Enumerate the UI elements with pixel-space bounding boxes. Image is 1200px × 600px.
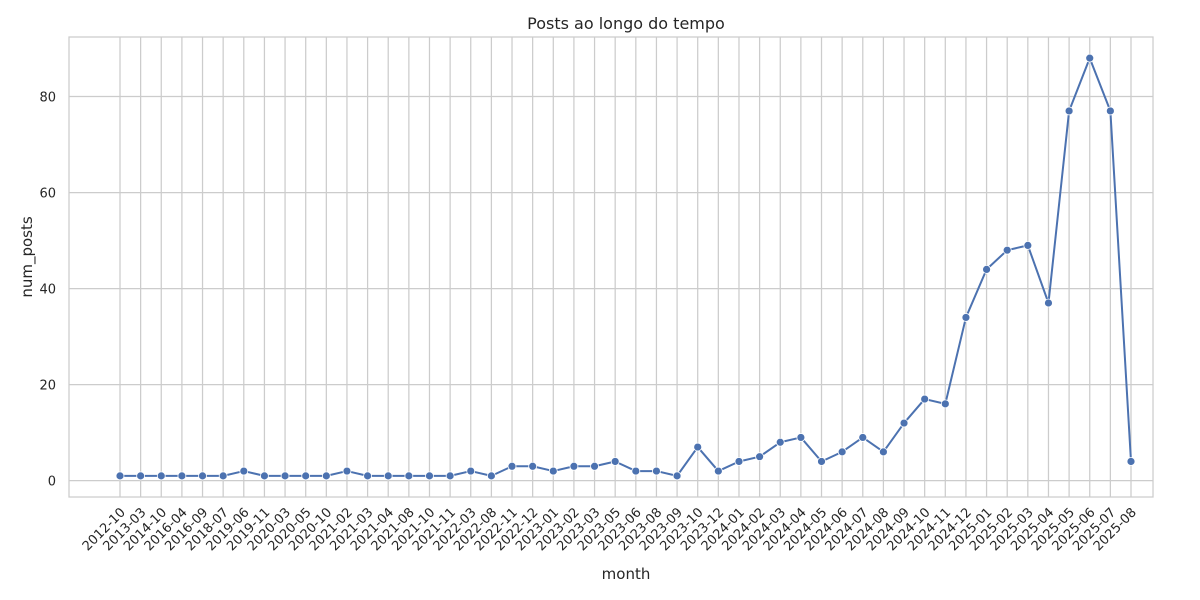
data-point bbox=[837, 447, 847, 457]
y-tick-label: 40 bbox=[39, 283, 56, 298]
data-point bbox=[383, 471, 393, 481]
data-point bbox=[239, 466, 249, 476]
data-point bbox=[466, 466, 476, 476]
data-point bbox=[218, 471, 228, 481]
data-point bbox=[507, 461, 517, 471]
data-point bbox=[1105, 106, 1115, 116]
data-point bbox=[631, 466, 641, 476]
data-point bbox=[1085, 53, 1095, 63]
data-point bbox=[982, 265, 991, 274]
data-point bbox=[590, 461, 599, 471]
data-point bbox=[713, 466, 723, 476]
data-point bbox=[260, 471, 269, 481]
data-point bbox=[1126, 457, 1136, 466]
data-point bbox=[363, 471, 372, 481]
data-point bbox=[899, 418, 909, 428]
data-point bbox=[1002, 245, 1012, 255]
data-point bbox=[1044, 298, 1053, 308]
x-axis-label: month bbox=[602, 565, 651, 583]
data-point bbox=[920, 394, 930, 404]
data-point bbox=[879, 447, 888, 457]
y-tick-label: 60 bbox=[39, 187, 56, 202]
data-point bbox=[445, 471, 455, 481]
data-point bbox=[734, 457, 744, 466]
data-point bbox=[136, 471, 146, 481]
data-point bbox=[321, 471, 331, 481]
plot-frame bbox=[68, 36, 1154, 498]
data-point bbox=[548, 466, 558, 476]
data-point bbox=[280, 471, 290, 481]
x-tick-labels: 2012-102013-032014-102016-042016-092018-… bbox=[80, 505, 1140, 554]
data-point bbox=[115, 471, 125, 481]
y-axis-label: num_posts bbox=[18, 216, 37, 298]
data-point bbox=[198, 471, 207, 481]
data-point bbox=[301, 471, 311, 481]
data-point bbox=[961, 313, 971, 322]
data-point bbox=[486, 471, 496, 481]
data-point bbox=[652, 466, 661, 476]
data-point bbox=[425, 471, 434, 481]
y-tick-labels: 0 20 40 60 80 bbox=[39, 91, 56, 490]
data-point bbox=[342, 466, 352, 476]
data-point bbox=[404, 471, 414, 481]
data-point bbox=[156, 471, 166, 481]
data-point bbox=[940, 399, 950, 409]
data-point bbox=[569, 461, 579, 471]
data-point bbox=[1023, 240, 1033, 250]
data-point bbox=[796, 433, 806, 442]
data-point bbox=[610, 457, 620, 466]
data-point bbox=[775, 437, 785, 447]
data-point bbox=[528, 461, 538, 471]
data-point bbox=[1064, 106, 1074, 116]
y-tick-label: 80 bbox=[39, 91, 56, 106]
data-point bbox=[693, 442, 703, 452]
grid bbox=[69, 37, 1153, 497]
data-point bbox=[177, 471, 187, 481]
y-tick-label: 0 bbox=[48, 475, 56, 490]
data-point bbox=[755, 452, 765, 462]
series-layer bbox=[115, 53, 1136, 481]
chart-title: Posts ao longo do tempo bbox=[527, 14, 725, 33]
data-point bbox=[858, 433, 868, 442]
data-point bbox=[817, 457, 826, 466]
data-point bbox=[672, 471, 682, 481]
y-tick-label: 20 bbox=[39, 379, 56, 394]
